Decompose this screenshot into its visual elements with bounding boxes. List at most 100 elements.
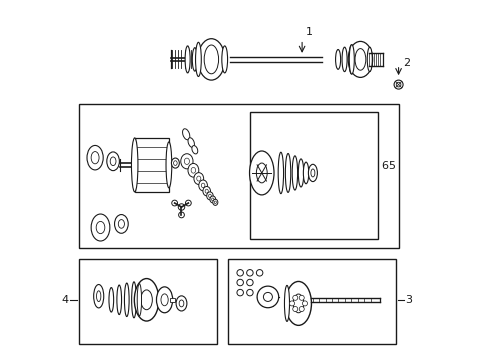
Ellipse shape bbox=[299, 306, 304, 311]
Bar bbox=[79, 104, 399, 248]
Ellipse shape bbox=[256, 270, 263, 276]
Bar bbox=[79, 259, 217, 344]
Ellipse shape bbox=[212, 199, 218, 205]
Ellipse shape bbox=[141, 290, 152, 310]
Ellipse shape bbox=[171, 200, 177, 206]
Ellipse shape bbox=[393, 80, 402, 89]
Ellipse shape bbox=[114, 215, 128, 233]
Ellipse shape bbox=[199, 180, 207, 191]
Ellipse shape bbox=[203, 186, 210, 196]
Ellipse shape bbox=[196, 176, 201, 181]
Ellipse shape bbox=[178, 212, 184, 218]
Ellipse shape bbox=[204, 189, 208, 193]
Ellipse shape bbox=[195, 42, 201, 77]
Ellipse shape bbox=[173, 161, 177, 165]
Bar bbox=[228, 259, 395, 344]
Ellipse shape bbox=[109, 288, 113, 312]
Text: 1: 1 bbox=[305, 27, 312, 37]
Ellipse shape bbox=[208, 194, 211, 198]
Ellipse shape bbox=[222, 46, 227, 73]
Ellipse shape bbox=[161, 294, 168, 306]
Ellipse shape bbox=[302, 301, 307, 306]
Ellipse shape bbox=[96, 291, 101, 302]
Ellipse shape bbox=[292, 294, 303, 313]
Ellipse shape bbox=[310, 169, 314, 177]
Ellipse shape bbox=[256, 163, 266, 183]
Ellipse shape bbox=[342, 47, 346, 72]
Text: 3: 3 bbox=[404, 295, 411, 305]
Ellipse shape bbox=[206, 192, 213, 200]
Ellipse shape bbox=[257, 286, 278, 308]
Ellipse shape bbox=[191, 145, 197, 154]
Ellipse shape bbox=[118, 220, 124, 228]
Ellipse shape bbox=[209, 196, 215, 203]
Ellipse shape bbox=[171, 158, 179, 168]
Ellipse shape bbox=[292, 295, 297, 300]
Ellipse shape bbox=[237, 270, 243, 276]
Ellipse shape bbox=[289, 301, 294, 306]
Ellipse shape bbox=[285, 282, 311, 325]
Ellipse shape bbox=[181, 154, 193, 169]
Ellipse shape bbox=[348, 45, 354, 74]
Ellipse shape bbox=[395, 82, 400, 87]
Ellipse shape bbox=[292, 306, 297, 311]
Ellipse shape bbox=[237, 289, 243, 296]
Ellipse shape bbox=[237, 279, 243, 286]
Ellipse shape bbox=[246, 270, 253, 276]
Ellipse shape bbox=[184, 158, 189, 165]
Bar bbox=[134, 138, 168, 192]
Ellipse shape bbox=[96, 221, 104, 234]
Text: 5: 5 bbox=[387, 161, 395, 171]
Ellipse shape bbox=[94, 284, 103, 308]
Ellipse shape bbox=[194, 173, 203, 184]
Ellipse shape bbox=[187, 138, 194, 147]
Ellipse shape bbox=[348, 45, 353, 74]
Ellipse shape bbox=[201, 183, 204, 188]
Ellipse shape bbox=[110, 157, 116, 166]
Ellipse shape bbox=[285, 153, 290, 192]
Ellipse shape bbox=[124, 283, 129, 316]
Ellipse shape bbox=[156, 287, 172, 313]
Ellipse shape bbox=[246, 289, 253, 296]
Ellipse shape bbox=[214, 201, 216, 204]
Ellipse shape bbox=[87, 145, 103, 170]
Ellipse shape bbox=[182, 129, 189, 140]
Ellipse shape bbox=[204, 45, 218, 74]
Ellipse shape bbox=[335, 50, 340, 69]
Ellipse shape bbox=[284, 285, 289, 321]
Ellipse shape bbox=[366, 47, 371, 72]
Ellipse shape bbox=[292, 156, 297, 190]
Ellipse shape bbox=[176, 296, 186, 311]
Ellipse shape bbox=[185, 46, 190, 73]
Ellipse shape bbox=[200, 50, 205, 69]
Ellipse shape bbox=[246, 279, 253, 286]
Ellipse shape bbox=[211, 198, 214, 201]
Text: 6: 6 bbox=[381, 161, 387, 171]
Ellipse shape bbox=[166, 142, 171, 188]
Ellipse shape bbox=[185, 200, 191, 206]
Bar bbox=[169, 298, 175, 302]
Ellipse shape bbox=[131, 138, 138, 192]
Ellipse shape bbox=[298, 159, 303, 187]
Bar bbox=[249, 112, 377, 239]
Ellipse shape bbox=[278, 152, 283, 194]
Ellipse shape bbox=[178, 204, 184, 210]
Ellipse shape bbox=[308, 164, 317, 181]
Ellipse shape bbox=[131, 282, 136, 318]
Ellipse shape bbox=[249, 151, 273, 195]
Ellipse shape bbox=[198, 39, 224, 80]
Ellipse shape bbox=[299, 295, 304, 300]
Ellipse shape bbox=[192, 48, 197, 71]
Ellipse shape bbox=[303, 162, 308, 184]
Ellipse shape bbox=[106, 152, 119, 171]
Ellipse shape bbox=[347, 41, 372, 77]
Ellipse shape bbox=[117, 285, 122, 315]
Ellipse shape bbox=[134, 279, 159, 321]
Ellipse shape bbox=[137, 284, 141, 316]
Ellipse shape bbox=[91, 152, 99, 164]
Ellipse shape bbox=[354, 49, 365, 70]
Text: 4: 4 bbox=[61, 295, 69, 305]
Ellipse shape bbox=[91, 214, 110, 241]
Ellipse shape bbox=[191, 167, 195, 173]
Text: 2: 2 bbox=[402, 58, 409, 68]
